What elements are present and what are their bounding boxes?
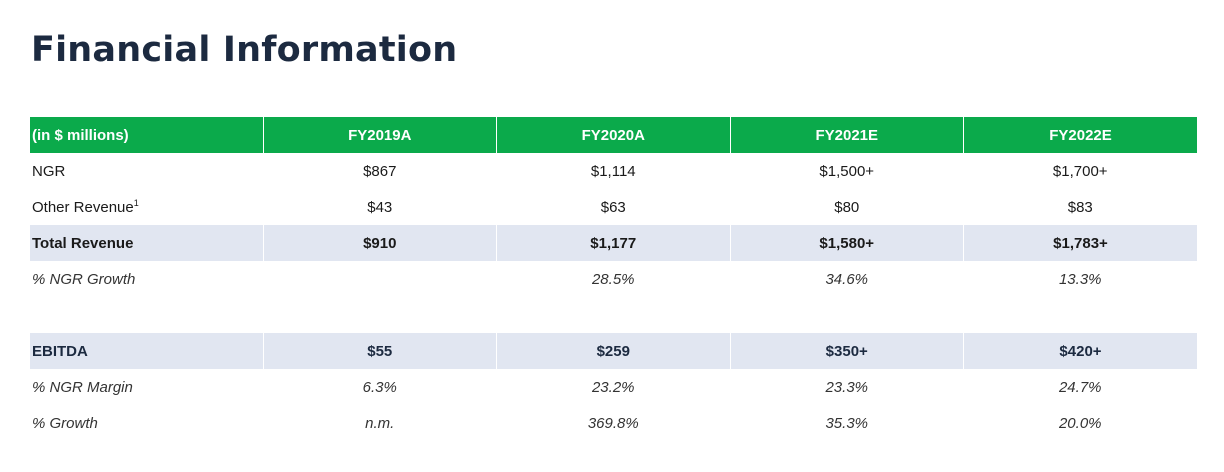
table-cell: 23.3% — [825, 378, 869, 396]
table-row-ngr-margin: % NGR Margin 6.3% 23.2% 23.3% 24.7% — [30, 369, 1197, 405]
column-header-units: (in $ millions) — [30, 117, 263, 153]
table-cell: $83 — [1067, 198, 1093, 216]
table-cell: 34.6% — [825, 270, 869, 288]
column-header-fy2019a: FY2019A — [262, 117, 497, 153]
table-cell: $259 — [496, 333, 730, 369]
financial-table: (in $ millions) FY2019A FY2020A FY2021E … — [30, 117, 1197, 441]
column-header-fy2020a: FY2020A — [496, 117, 730, 153]
table-cell: n.m. — [365, 414, 395, 432]
table-row-total-revenue: Total Revenue $910 $1,177 $1,580+ $1,783… — [30, 225, 1197, 261]
table-cell: $1,114 — [590, 162, 636, 180]
row-label-total-revenue: Total Revenue — [30, 225, 263, 261]
table-cell — [263, 261, 497, 297]
table-cell: 13.3% — [1058, 270, 1102, 288]
row-label-text: Other Revenue — [32, 198, 134, 216]
table-cell: $420+ — [963, 333, 1197, 369]
row-label-growth: % Growth — [32, 414, 98, 432]
table-cell: $1,580+ — [729, 225, 964, 261]
table-row-other-revenue: Other Revenue1 $43 $63 $80 $83 — [30, 189, 1197, 225]
table-cell: $43 — [367, 198, 393, 216]
row-label-other-revenue: Other Revenue1 — [30, 189, 263, 225]
table-cell: 20.0% — [1058, 414, 1102, 432]
table-cell: $1,783+ — [963, 225, 1197, 261]
table-cell: $63 — [600, 198, 626, 216]
table-row-ebitda: EBITDA $55 $259 $350+ $420+ — [30, 333, 1197, 369]
table-cell: $910 — [262, 225, 497, 261]
table-cell: $350+ — [729, 333, 964, 369]
table-cell: 369.8% — [587, 414, 639, 432]
table-row-growth: % Growth n.m. 369.8% 35.3% 20.0% — [30, 405, 1197, 441]
footnote-marker: 1 — [133, 197, 139, 208]
row-label-ngr-margin: % NGR Margin — [32, 378, 133, 396]
table-cell: 35.3% — [825, 414, 869, 432]
table-row-ngr-growth: % NGR Growth 28.5% 34.6% 13.3% — [30, 261, 1197, 297]
row-label-ngr: NGR — [32, 162, 66, 180]
table-cell: $1,500+ — [819, 162, 875, 180]
table-row-ngr: NGR $867 $1,114 $1,500+ $1,700+ — [30, 153, 1197, 189]
table-cell: 23.2% — [591, 378, 635, 396]
table-cell: $1,177 — [496, 225, 730, 261]
column-header-fy2021e: FY2021E — [729, 117, 964, 153]
table-cell: 24.7% — [1058, 378, 1102, 396]
table-cell: $867 — [363, 162, 397, 180]
table-cell: $80 — [834, 198, 860, 216]
table-spacer-row — [30, 297, 1197, 333]
spacer-cell — [30, 297, 1197, 333]
page-title: Financial Information — [31, 30, 458, 70]
table-cell: 6.3% — [362, 378, 397, 396]
row-label-ebitda: EBITDA — [30, 333, 263, 369]
table-cell: 28.5% — [591, 270, 635, 288]
table-cell: $55 — [262, 333, 497, 369]
row-label-ngr-growth: % NGR Growth — [32, 270, 136, 288]
column-header-fy2022e: FY2022E — [963, 117, 1197, 153]
table-cell: $1,700+ — [1052, 162, 1108, 180]
table-header-row: (in $ millions) FY2019A FY2020A FY2021E … — [30, 117, 1197, 153]
